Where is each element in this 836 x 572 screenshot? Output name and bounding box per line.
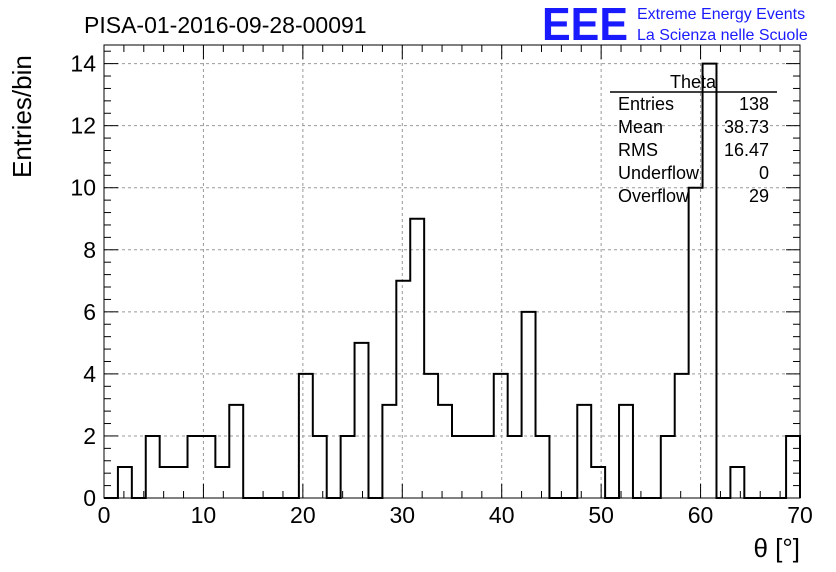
y-tick-label: 8: [83, 237, 96, 263]
stats-entries-label: Entries: [618, 94, 674, 114]
x-tick-label: 70: [787, 502, 813, 528]
x-tick-label: 20: [290, 502, 316, 528]
plot-frame: [103, 44, 801, 499]
y-tick-label: 0: [83, 485, 96, 511]
stats-rms-value: 16.47: [724, 140, 769, 160]
stats-overflow-value: 29: [749, 186, 769, 206]
stats-overflow-label: Overflow: [618, 186, 690, 206]
run-title: PISA-01-2016-09-28-00091: [84, 12, 367, 38]
x-tick-label: 50: [588, 502, 614, 528]
eee-logo: EEE: [542, 0, 628, 50]
x-tick-label: 0: [98, 502, 111, 528]
y-tick-label: 14: [70, 51, 96, 77]
y-tick-label: 6: [83, 299, 96, 325]
stats-rms-label: RMS: [618, 140, 658, 160]
x-tick-label: 40: [489, 502, 515, 528]
y-tick-label: 2: [83, 423, 96, 449]
y-tick-label: 4: [83, 361, 96, 387]
grid-lines: [104, 45, 800, 498]
x-tick-label: 60: [688, 502, 714, 528]
stats-entries-value: 138: [739, 94, 769, 114]
x-tick-label: 10: [191, 502, 217, 528]
stats-underflow-value: 0: [759, 163, 769, 183]
histogram-series: [104, 62, 801, 499]
y-axis-title: Entries/bin: [7, 55, 37, 178]
y-tick-label: 12: [70, 113, 96, 139]
axis-ticks: [103, 45, 801, 499]
stats-mean-label: Mean: [618, 117, 663, 137]
y-tick-labels: 0 2 4 6 8 10 12 14: [70, 51, 96, 511]
stats-title: Theta: [670, 72, 717, 92]
logo-line-2: La Scienza nelle Scuole: [637, 27, 808, 44]
x-axis-title: θ [°]: [753, 533, 800, 563]
stats-box: Theta Entries 138 Mean 38.73 RMS 16.47 U…: [610, 72, 777, 206]
logo-line-1: Extreme Energy Events: [637, 6, 805, 23]
y-tick-label: 10: [70, 175, 96, 201]
x-tick-label: 30: [389, 502, 415, 528]
stats-underflow-label: Underflow: [618, 163, 700, 183]
x-tick-labels: 0 10 20 30 40 50 60 70: [98, 502, 813, 528]
stats-mean-value: 38.73: [724, 117, 769, 137]
